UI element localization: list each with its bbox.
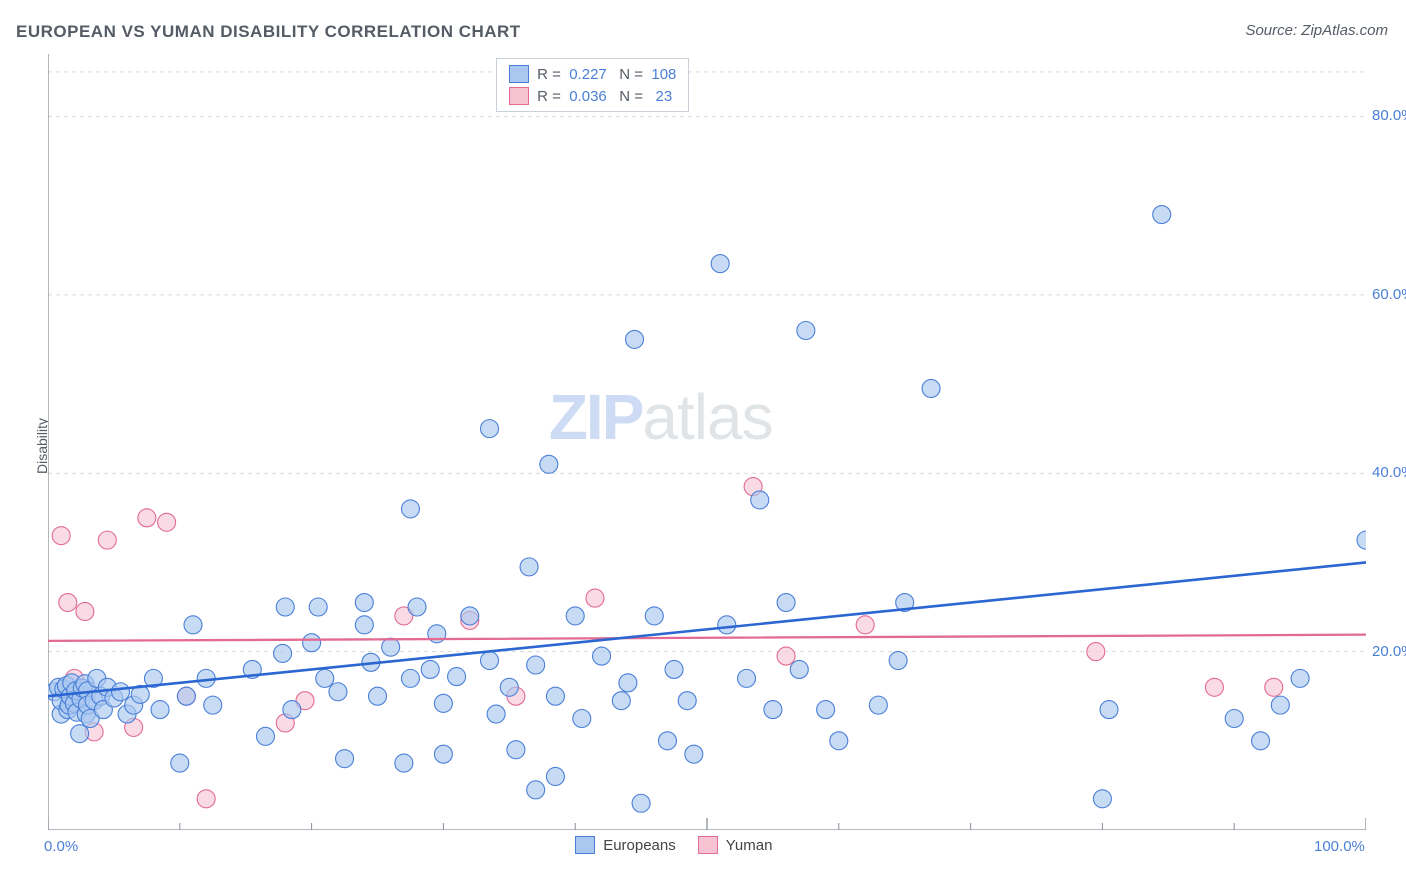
legend-text: R = 0.227 N = 108	[537, 66, 676, 83]
correlation-legend: R = 0.227 N = 108 R = 0.036 N = 23	[496, 58, 689, 112]
legend-item: Yuman	[698, 836, 773, 854]
legend-label: Europeans	[603, 837, 676, 854]
x-tick-label: 100.0%	[1314, 838, 1365, 855]
legend-text: R = 0.036 N = 23	[537, 88, 672, 105]
legend-swatch	[575, 836, 595, 854]
y-tick-label: 40.0%	[1372, 464, 1406, 481]
legend-row: R = 0.036 N = 23	[509, 87, 676, 105]
legend-row: R = 0.227 N = 108	[509, 65, 676, 83]
y-tick-label: 80.0%	[1372, 107, 1406, 124]
series-legend: Europeans Yuman	[575, 836, 772, 854]
legend-swatch	[509, 65, 529, 83]
legend-swatch	[698, 836, 718, 854]
y-tick-label: 60.0%	[1372, 286, 1406, 303]
source-attribution: Source: ZipAtlas.com	[1245, 22, 1388, 39]
x-tick-label: 0.0%	[44, 838, 78, 855]
legend-swatch	[509, 87, 529, 105]
chart-title: EUROPEAN VS YUMAN DISABILITY CORRELATION…	[16, 22, 521, 42]
y-tick-label: 20.0%	[1372, 643, 1406, 660]
scatter-plot	[48, 54, 1366, 830]
legend-item: Europeans	[575, 836, 676, 854]
legend-label: Yuman	[726, 837, 773, 854]
